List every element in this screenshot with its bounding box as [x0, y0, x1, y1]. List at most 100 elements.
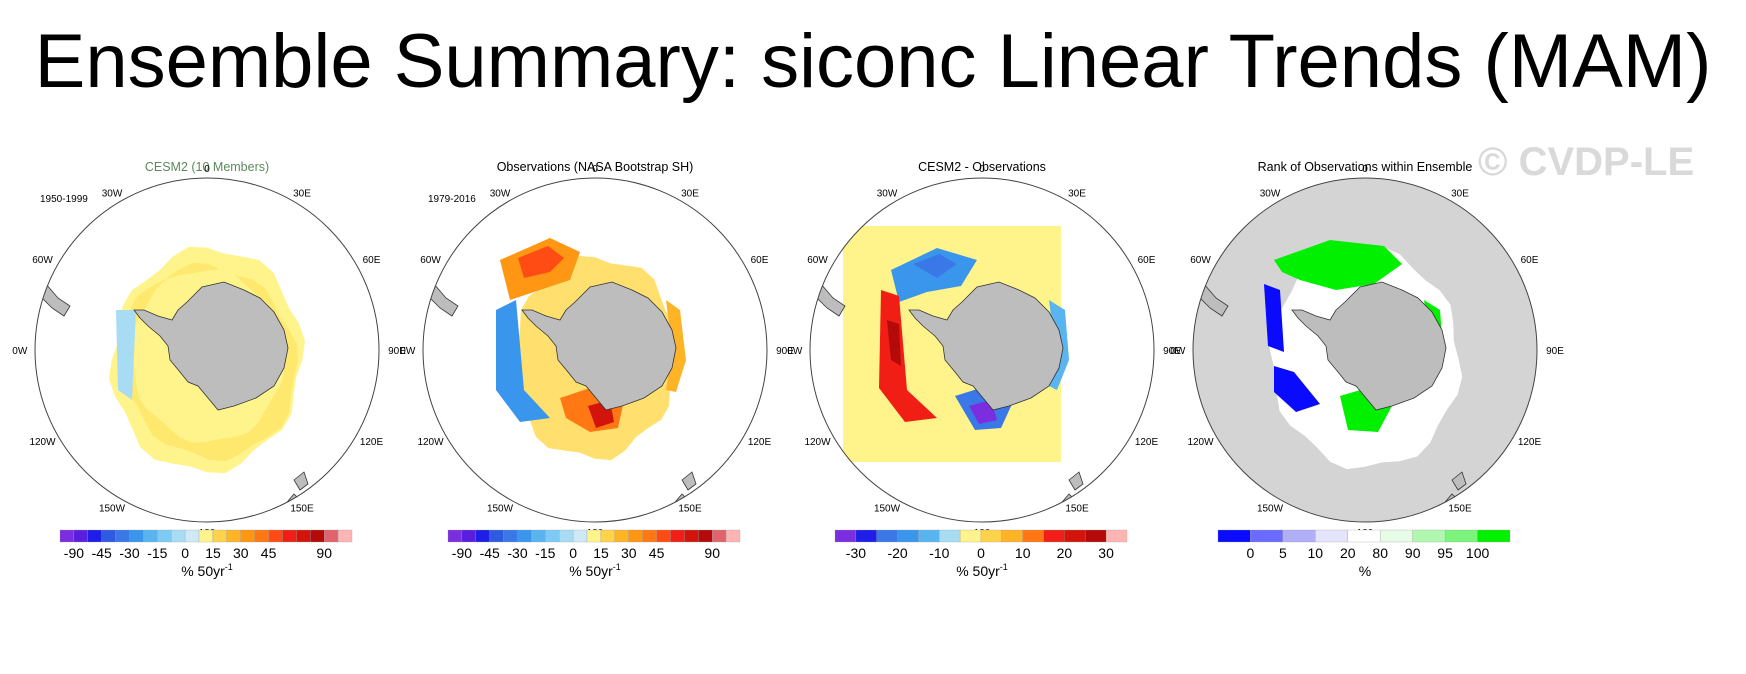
colorbar-segment — [240, 529, 255, 543]
colorbar-tick-label: 0 — [1247, 545, 1255, 561]
sea-ice-trend-field — [518, 246, 564, 278]
panel-rank: Rank of Observations within Ensemble 0 30E… — [1170, 160, 1600, 670]
new-zealand-north-landmass — [293, 471, 309, 491]
colorbar-segment — [628, 529, 643, 543]
colorbar-segment — [157, 529, 172, 543]
colorbar-tick-label: 15 — [593, 545, 609, 561]
colorbar-segment — [1444, 529, 1478, 543]
colorbar-segment — [461, 529, 476, 543]
colorbar-segment — [712, 529, 727, 543]
watermark: © CVDP-LE — [1478, 140, 1695, 184]
panel-title: Observations (NASA Bootstrap SH) — [497, 160, 694, 174]
colorbar-segment — [87, 529, 102, 543]
colorbar-tick-label: 30 — [1098, 545, 1114, 561]
longitude-label: 0 — [204, 164, 210, 175]
panel-title: CESM2 - Observations — [918, 160, 1046, 174]
map-content — [423, 238, 697, 522]
rank-field — [1274, 366, 1320, 412]
colorbar-segment — [475, 529, 490, 543]
colorbar-segment — [337, 529, 353, 543]
longitude-label: 120E — [360, 437, 384, 448]
longitude-label: 120W — [804, 437, 831, 448]
antarctica-landmass — [133, 281, 289, 411]
longitude-label: 60W — [420, 255, 441, 266]
colorbar-unit-superscript: -1 — [613, 562, 621, 572]
panel-model: CESM2 (10 Members) 1950-1999 0 30E 60E 90E 120… — [12, 160, 442, 670]
colorbar-segment — [698, 529, 713, 543]
colorbar-segment — [254, 529, 269, 543]
map-boundary-circle — [422, 177, 768, 523]
panel-observations: Observations (NASA Bootstrap SH) 1979-201… — [400, 160, 830, 670]
colorbar-unit-label: % 50yr-1 — [956, 562, 1008, 579]
colorbar-segment — [171, 529, 186, 543]
colorbar: -90 -45 -30 -15 0 15 30 45 90 % 50yr-1 — [447, 529, 741, 579]
longitude-label: 0 — [1362, 164, 1368, 175]
colorbar-segment — [517, 529, 532, 543]
colorbar-tick-label: -30 — [119, 545, 139, 561]
longitude-label: 90E — [776, 346, 794, 357]
colorbar-unit-label: % 50yr-1 — [181, 562, 233, 579]
colorbar-tick-label: 5 — [1279, 545, 1287, 561]
colorbar-unit-superscript: -1 — [1000, 562, 1008, 572]
longitude-label: 120W — [29, 437, 56, 448]
colorbar-segment — [1105, 529, 1128, 543]
longitude-label: 60E — [363, 255, 381, 266]
colorbar-segment — [725, 529, 741, 543]
colorbar-tick-label: 0 — [181, 545, 189, 561]
colorbar-segment — [1085, 529, 1107, 543]
colorbar-segment — [531, 529, 546, 543]
map-content — [1193, 178, 1537, 522]
colorbar-tick-label: -30 — [846, 545, 866, 561]
colorbar-segment — [980, 529, 1003, 543]
colorbar-segment — [1282, 529, 1316, 543]
longitude-label: 60E — [1521, 255, 1539, 266]
longitude-label: 120E — [1518, 437, 1542, 448]
longitude-label: 30E — [293, 188, 311, 199]
longitude-label: 150W — [99, 504, 126, 515]
colorbar-tick-label: -30 — [507, 545, 527, 561]
colorbar-segment — [855, 529, 877, 543]
longitude-label: 120E — [748, 437, 772, 448]
colorbar-tick-label: 45 — [649, 545, 665, 561]
colorbar-segment — [101, 529, 116, 543]
longitude-label: 90E — [1546, 346, 1564, 357]
colorbar: -90 -45 -30 -15 0 15 30 45 90 % 50yr-1 — [59, 529, 353, 579]
colorbar-segment — [489, 529, 504, 543]
colorbar-segment — [572, 529, 588, 543]
longitude-label: 150E — [290, 504, 314, 515]
panel-title: CESM2 (10 Members) — [145, 160, 269, 174]
colorbar-segment — [600, 529, 616, 543]
colorbar-segment — [897, 529, 919, 543]
colorbar-segment — [59, 529, 75, 543]
map-boundary-circle — [34, 177, 380, 523]
sea-ice-trend-field — [116, 310, 136, 400]
panel-svg: Rank of Observations within Ensemble030E… — [1170, 160, 1564, 579]
colorbar-tick-label: -15 — [147, 545, 167, 561]
colorbar-segment — [447, 529, 463, 543]
main-title: Ensemble Summary: siconc Linear Trends (… — [34, 19, 1712, 104]
colorbar-tick-label: 100 — [1466, 545, 1490, 561]
colorbar-segment — [296, 529, 311, 543]
colorbar-segment — [1022, 529, 1044, 543]
panel-svg: Observations (NASA Bootstrap SH) 1979-201… — [400, 160, 794, 579]
colorbar: -30 -20 -10 0 10 20 30 % 50yr-1 — [834, 529, 1128, 579]
longitude-label: 150W — [874, 504, 901, 515]
colorbar-segment — [1001, 529, 1023, 543]
antarctica-landmass — [908, 281, 1064, 411]
longitude-label: 30E — [1068, 188, 1086, 199]
colorbar-segment — [324, 529, 339, 543]
colorbar-segment — [198, 529, 214, 543]
colorbar-tick-label: -45 — [480, 545, 500, 561]
longitude-label: 150E — [1448, 504, 1472, 515]
colorbar-tick-label: 90 — [316, 545, 332, 561]
colorbar-segment — [614, 529, 629, 543]
sea-ice-trend-field — [887, 320, 901, 366]
longitude-label: 60W — [1190, 255, 1211, 266]
colorbar-tick-label: -90 — [452, 545, 472, 561]
colorbar-segment — [545, 529, 560, 543]
colorbar-tick-label: 20 — [1340, 545, 1356, 561]
period-label: 1979-2016 — [428, 194, 476, 205]
colorbar-tick-label: 45 — [261, 545, 277, 561]
longitude-label: 0 — [592, 164, 598, 175]
longitude-label: 60W — [807, 255, 828, 266]
